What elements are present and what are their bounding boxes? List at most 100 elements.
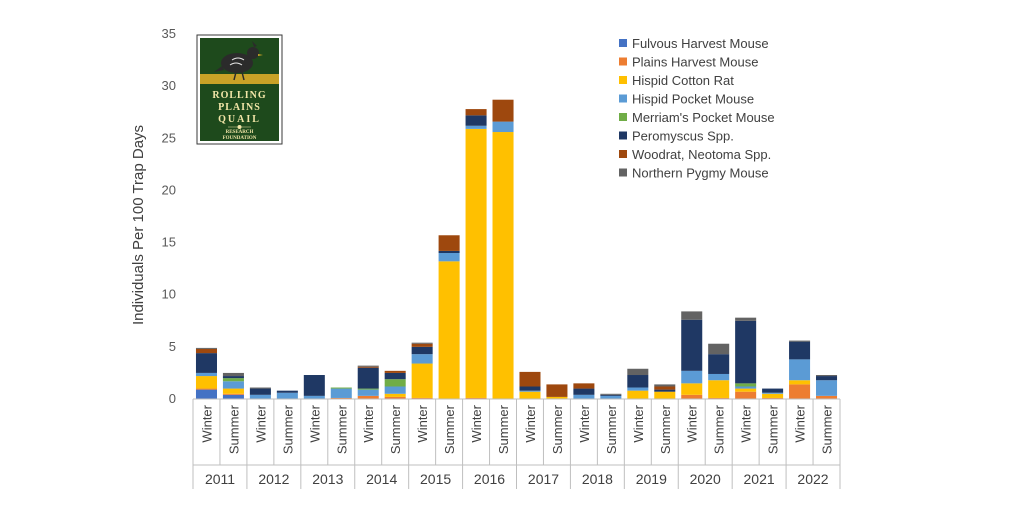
season-label: Winter	[577, 404, 592, 442]
legend-swatch	[619, 39, 627, 47]
y-tick-label: 30	[162, 78, 176, 93]
bar-segment	[303, 395, 325, 399]
y-tick-label: 5	[169, 339, 176, 354]
year-label: 2019	[636, 471, 667, 487]
bar-segment	[789, 359, 811, 381]
bar-segment	[195, 348, 217, 354]
bar-segment	[708, 343, 730, 355]
bar-segment	[816, 395, 838, 399]
bar-segment	[249, 387, 271, 389]
bar-segment	[438, 250, 460, 253]
logo-line-2: PLAINS	[218, 102, 261, 113]
bar-segment	[735, 388, 757, 392]
bar-segment	[195, 353, 217, 373]
bar-segment	[735, 383, 757, 387]
bar-segment	[330, 388, 352, 398]
season-label: Summer	[334, 404, 349, 454]
y-tick-labels: 0 5 10 15 20 25 30 35	[162, 26, 176, 406]
bar-segment	[465, 125, 487, 129]
bar-segment	[681, 311, 703, 320]
year-label: 2016	[474, 471, 505, 487]
bar-segment	[735, 317, 757, 321]
year-label: 2015	[420, 471, 451, 487]
bar-segment	[384, 393, 406, 397]
y-tick-label: 15	[162, 235, 176, 250]
legend-label: Peromyscus Spp.	[632, 129, 734, 144]
legend-label: Merriam's Pocket Mouse	[632, 110, 775, 125]
bar-segment	[681, 319, 703, 371]
rolling-plains-quail-logo: ROLLING PLAINS QUAIL RESEARCH FOUNDATION	[196, 34, 283, 145]
legend-label: Northern Pygmy Mouse	[632, 166, 769, 181]
bar-segment	[195, 389, 217, 399]
bar-segment	[357, 366, 379, 368]
bar-segment	[465, 397, 487, 399]
logo-line-5: FOUNDATION	[223, 136, 257, 141]
bar-segment	[519, 390, 541, 392]
bar-segment	[708, 397, 730, 399]
bar-segment	[519, 371, 541, 387]
bar-segment	[573, 388, 595, 395]
season-label: Summer	[658, 404, 673, 454]
bar-segment	[438, 235, 460, 251]
bar-segment	[573, 383, 595, 389]
bar-segment	[600, 394, 622, 396]
season-label: Winter	[469, 404, 484, 442]
year-label: 2022	[797, 471, 828, 487]
bar-segment	[411, 363, 433, 398]
season-label: Winter	[739, 404, 754, 442]
bar-segment	[222, 394, 244, 399]
bar-segment	[627, 390, 649, 399]
year-label: 2011	[205, 471, 235, 487]
season-label: Summer	[442, 404, 457, 454]
bar-segment	[735, 386, 757, 389]
bar-segment	[330, 387, 352, 389]
season-label: Summer	[550, 404, 565, 454]
bar-segment	[411, 354, 433, 364]
legend-swatch	[619, 76, 627, 84]
bar-segment	[303, 375, 325, 396]
bar-segment	[654, 386, 676, 390]
bar-segment	[222, 376, 244, 379]
bar-segment	[654, 384, 676, 387]
bar-segment	[573, 394, 595, 399]
year-label: 2014	[366, 471, 397, 487]
bar-segment	[816, 376, 838, 381]
bar-segment	[492, 132, 514, 399]
y-tick-label: 25	[162, 130, 176, 145]
bar-segment	[735, 320, 757, 384]
bar-segment	[411, 397, 433, 399]
bar-segment	[249, 388, 271, 395]
season-label: Summer	[712, 404, 727, 454]
season-label: Summer	[280, 404, 295, 454]
year-label: 2013	[312, 471, 343, 487]
y-axis-label: Individuals Per 100 Trap Days	[130, 125, 147, 325]
legend-swatch	[619, 131, 627, 140]
bar-segment	[600, 395, 622, 399]
x-axis: Winter Summer Winter Summer Winter Summer Wint…	[192, 398, 841, 489]
bar-segment	[357, 389, 379, 396]
bar-segment	[789, 341, 811, 360]
bar-segment	[681, 394, 703, 399]
bar-segment	[627, 368, 649, 376]
logo-line-4: RESEARCH	[226, 130, 254, 135]
legend-swatch	[619, 57, 627, 66]
bar-segment	[681, 370, 703, 384]
bar-segment	[519, 391, 541, 399]
bar-segment	[384, 370, 406, 373]
season-label: Winter	[685, 404, 700, 442]
season-label: Winter	[307, 404, 322, 442]
bar-segment	[546, 396, 568, 399]
bar-segment	[222, 378, 244, 382]
year-label: 2018	[582, 471, 613, 487]
bar-segment	[600, 393, 622, 395]
bar-segment	[492, 99, 514, 122]
logo-line-3: QUAIL	[218, 114, 261, 125]
season-label: Winter	[631, 404, 646, 442]
year-label: 2020	[690, 471, 721, 487]
bar-segment	[411, 343, 433, 347]
bar-segment	[195, 347, 217, 349]
bar-segment	[762, 388, 784, 393]
bar-segment	[195, 376, 217, 389]
legend-swatch	[619, 94, 627, 103]
bar-segment	[276, 392, 298, 399]
